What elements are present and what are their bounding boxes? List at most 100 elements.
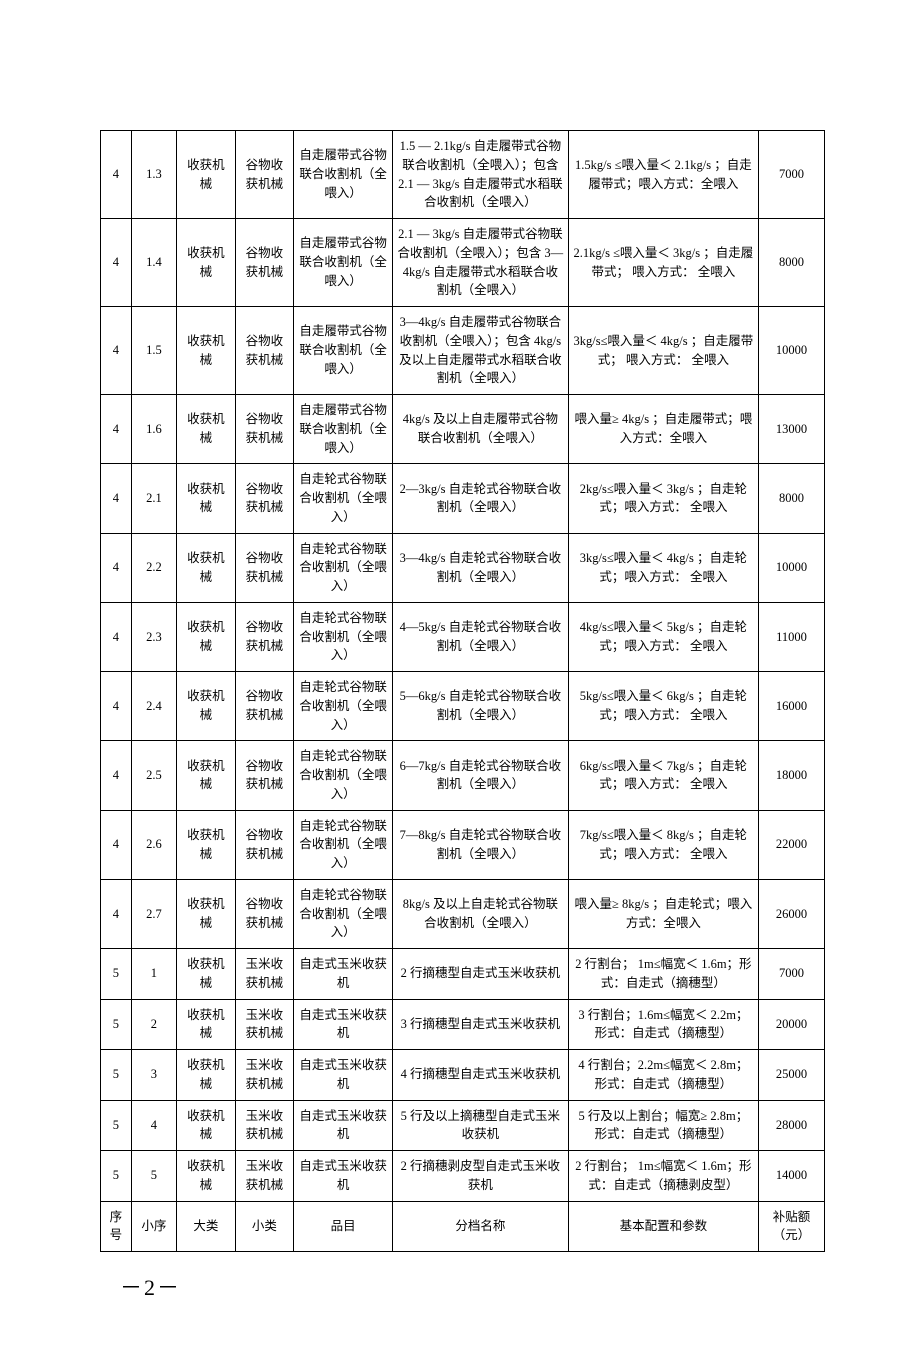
table-cell: 7000 <box>759 131 825 219</box>
table-cell: 收获机械 <box>177 999 236 1050</box>
table-cell: 谷物收获机械 <box>235 464 294 533</box>
table-cell: 11000 <box>759 602 825 671</box>
table-cell: 自走轮式谷物联合收割机（全喂入） <box>294 672 393 741</box>
table-cell: 2.1 <box>131 464 176 533</box>
table-cell: 2 行割台； 1m≤幅宽＜ 1.6m；形式：自走式（摘穗剥皮型） <box>568 1151 758 1202</box>
table-cell: 18000 <box>759 741 825 810</box>
table-row: 52收获机械玉米收获机械自走式玉米收获机3 行摘穗型自走式玉米收获机3 行割台；… <box>101 999 825 1050</box>
table-cell: 小类 <box>235 1201 294 1252</box>
table-cell: 1.5 — 2.1kg/s 自走履带式谷物联合收割机（全喂入）；包含 2.1 —… <box>393 131 569 219</box>
table-cell: 自走轮式谷物联合收割机（全喂入） <box>294 464 393 533</box>
table-cell: 2kg/s≤喂入量＜ 3kg/s ；自走轮式；喂入方式： 全喂入 <box>568 464 758 533</box>
table-cell: 4 <box>101 131 132 219</box>
table-cell: 收获机械 <box>177 741 236 810</box>
table-cell: 3 行割台；1.6m≤幅宽＜ 2.2m；形式：自走式（摘穗型） <box>568 999 758 1050</box>
table-cell: 谷物收获机械 <box>235 533 294 602</box>
table-cell: 品目 <box>294 1201 393 1252</box>
table-cell: 4—5kg/s 自走轮式谷物联合收割机（全喂入） <box>393 602 569 671</box>
table-cell: 序号 <box>101 1201 132 1252</box>
table-cell: 自走式玉米收获机 <box>294 1100 393 1151</box>
table-cell: 2 行摘穗型自走式玉米收获机 <box>393 949 569 1000</box>
table-cell: 4 <box>101 672 132 741</box>
table-row: 42.5收获机械谷物收获机械自走轮式谷物联合收割机（全喂入）6—7kg/s 自走… <box>101 741 825 810</box>
table-cell: 1.5 <box>131 307 176 395</box>
table-cell: 4 <box>101 464 132 533</box>
table-cell: 收获机械 <box>177 879 236 948</box>
table-cell: 补贴额（元） <box>759 1201 825 1252</box>
table-cell: 谷物收获机械 <box>235 741 294 810</box>
table-cell: 收获机械 <box>177 131 236 219</box>
table-cell: 2 行摘穗剥皮型自走式玉米收获机 <box>393 1151 569 1202</box>
table-cell: 2.4 <box>131 672 176 741</box>
table-cell: 自走式玉米收获机 <box>294 999 393 1050</box>
table-cell: 自走轮式谷物联合收割机（全喂入） <box>294 810 393 879</box>
subsidy-table: 41.3收获机械谷物收获机械自走履带式谷物联合收割机（全喂入）1.5 — 2.1… <box>100 130 825 1252</box>
table-cell: 自走轮式谷物联合收割机（全喂入） <box>294 879 393 948</box>
table-cell: 收获机械 <box>177 1100 236 1151</box>
table-cell: 谷物收获机械 <box>235 307 294 395</box>
table-row: 序号小序大类小类品目分档名称基本配置和参数补贴额（元） <box>101 1201 825 1252</box>
table-cell: 25000 <box>759 1050 825 1101</box>
table-cell: 2.6 <box>131 810 176 879</box>
table-cell: 4kg/s 及以上自走履带式谷物联合收割机（全喂入） <box>393 395 569 464</box>
table-cell: 5 <box>101 949 132 1000</box>
table-cell: 7kg/s≤喂入量＜ 8kg/s ；自走轮式；喂入方式： 全喂入 <box>568 810 758 879</box>
table-cell: 收获机械 <box>177 533 236 602</box>
table-row: 42.1收获机械谷物收获机械自走轮式谷物联合收割机（全喂入）2—3kg/s 自走… <box>101 464 825 533</box>
table-cell: 收获机械 <box>177 1050 236 1101</box>
table-cell: 4 <box>101 741 132 810</box>
table-cell: 自走轮式谷物联合收割机（全喂入） <box>294 602 393 671</box>
table-cell: 3 <box>131 1050 176 1101</box>
table-row: 53收获机械玉米收获机械自走式玉米收获机4 行摘穗型自走式玉米收获机4 行割台；… <box>101 1050 825 1101</box>
table-cell: 收获机械 <box>177 464 236 533</box>
table-cell: 谷物收获机械 <box>235 219 294 307</box>
table-cell: 5 行及以上摘穗型自走式玉米收获机 <box>393 1100 569 1151</box>
table-cell: 自走履带式谷物联合收割机（全喂入） <box>294 131 393 219</box>
table-cell: 自走轮式谷物联合收割机（全喂入） <box>294 533 393 602</box>
table-cell: 收获机械 <box>177 395 236 464</box>
table-cell: 20000 <box>759 999 825 1050</box>
table-row: 41.6收获机械谷物收获机械自走履带式谷物联合收割机（全喂入）4kg/s 及以上… <box>101 395 825 464</box>
table-cell: 7000 <box>759 949 825 1000</box>
table-cell: 5 <box>101 1050 132 1101</box>
table-cell: 4 <box>101 810 132 879</box>
table-cell: 1.5kg/s ≤喂入量＜ 2.1kg/s ；自走履带式；喂入方式：全喂入 <box>568 131 758 219</box>
table-cell: 喂入量≥ 4kg/s ；自走履带式；喂入方式：全喂入 <box>568 395 758 464</box>
table-cell: 3kg/s≤喂入量＜ 4kg/s ；自走轮式；喂入方式： 全喂入 <box>568 533 758 602</box>
table-cell: 4 <box>101 395 132 464</box>
table-cell: 4 <box>101 219 132 307</box>
table-cell: 5kg/s≤喂入量＜ 6kg/s ；自走轮式；喂入方式： 全喂入 <box>568 672 758 741</box>
table-cell: 22000 <box>759 810 825 879</box>
table-cell: 喂入量≥ 8kg/s ；自走轮式；喂入方式：全喂入 <box>568 879 758 948</box>
table-cell: 1 <box>131 949 176 1000</box>
table-cell: 3 行摘穗型自走式玉米收获机 <box>393 999 569 1050</box>
table-cell: 自走履带式谷物联合收割机（全喂入） <box>294 219 393 307</box>
table-cell: 2 行割台； 1m≤幅宽＜ 1.6m；形式：自走式（摘穗型） <box>568 949 758 1000</box>
table-row: 41.3收获机械谷物收获机械自走履带式谷物联合收割机（全喂入）1.5 — 2.1… <box>101 131 825 219</box>
table-cell: 自走式玉米收获机 <box>294 1050 393 1101</box>
table-cell: 5—6kg/s 自走轮式谷物联合收割机（全喂入） <box>393 672 569 741</box>
table-row: 42.2收获机械谷物收获机械自走轮式谷物联合收割机（全喂入）3—4kg/s 自走… <box>101 533 825 602</box>
table-row: 55收获机械玉米收获机械自走式玉米收获机2 行摘穗剥皮型自走式玉米收获机2 行割… <box>101 1151 825 1202</box>
table-cell: 收获机械 <box>177 672 236 741</box>
table-cell: 4 行割台；2.2m≤幅宽＜ 2.8m；形式：自走式（摘穗型） <box>568 1050 758 1101</box>
table-cell: 自走式玉米收获机 <box>294 949 393 1000</box>
table-cell: 1.6 <box>131 395 176 464</box>
table-cell: 4 <box>101 533 132 602</box>
table-cell: 玉米收获机械 <box>235 949 294 1000</box>
table-cell: 26000 <box>759 879 825 948</box>
table-cell: 自走轮式谷物联合收割机（全喂入） <box>294 741 393 810</box>
table-cell: 2—3kg/s 自走轮式谷物联合收割机（全喂入） <box>393 464 569 533</box>
table-cell: 收获机械 <box>177 307 236 395</box>
table-cell: 4 <box>101 602 132 671</box>
table-cell: 自走履带式谷物联合收割机（全喂入） <box>294 395 393 464</box>
table-cell: 2.1kg/s ≤喂入量＜ 3kg/s ；自走履带式； 喂入方式： 全喂入 <box>568 219 758 307</box>
table-cell: 谷物收获机械 <box>235 602 294 671</box>
table-cell: 收获机械 <box>177 810 236 879</box>
table-cell: 2.7 <box>131 879 176 948</box>
table-cell: 收获机械 <box>177 1151 236 1202</box>
table-cell: 6kg/s≤喂入量＜ 7kg/s ；自走轮式；喂入方式： 全喂入 <box>568 741 758 810</box>
table-cell: 3—4kg/s 自走轮式谷物联合收割机（全喂入） <box>393 533 569 602</box>
table-cell: 收获机械 <box>177 949 236 1000</box>
table-cell: 玉米收获机械 <box>235 1100 294 1151</box>
